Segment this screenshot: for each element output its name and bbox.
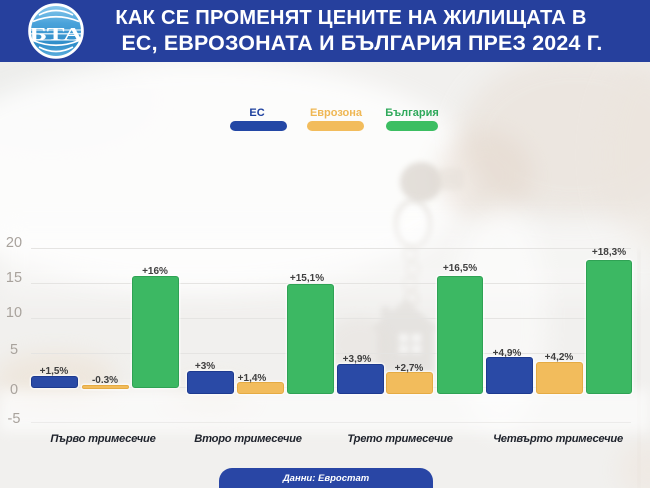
svg-text:БТА: БТА bbox=[30, 24, 83, 44]
